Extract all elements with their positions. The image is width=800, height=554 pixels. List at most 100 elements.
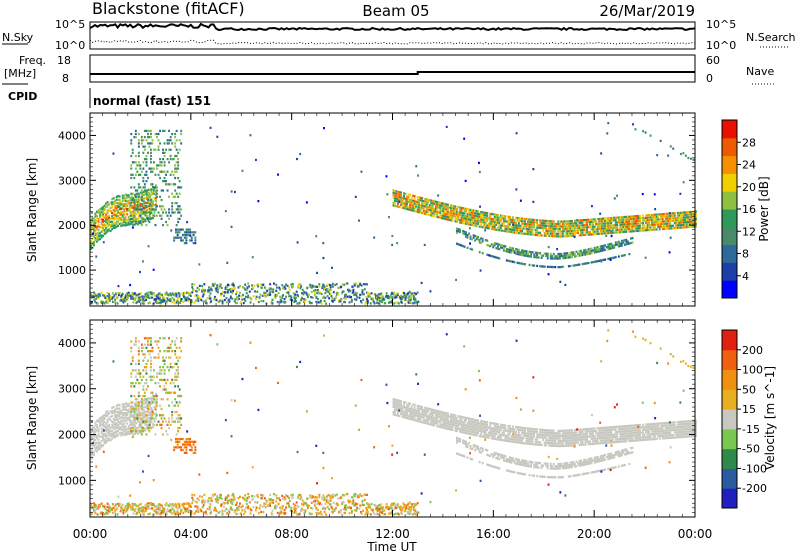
- velocity-cell: [133, 410, 136, 414]
- power-cell: [129, 220, 132, 223]
- velocity-cell: [100, 502, 103, 505]
- power-cell: [189, 231, 192, 234]
- power-cell: [592, 220, 595, 224]
- power-cell: [496, 243, 499, 246]
- velocity-cell: [150, 418, 153, 421]
- power-cell: [670, 224, 673, 227]
- power-cell: [548, 227, 551, 230]
- velocity-cell: [157, 507, 160, 511]
- power-cell: [93, 217, 95, 220]
- power-cell: [211, 283, 214, 286]
- power-cell: [306, 287, 309, 290]
- power-cell: [412, 202, 415, 205]
- velocity-cell: [185, 508, 188, 511]
- power-cell: [493, 242, 496, 245]
- velocity-cell: [241, 509, 244, 512]
- velocity-cell: [143, 382, 146, 385]
- power-cell: [173, 239, 176, 242]
- velocity-cell: [114, 418, 117, 422]
- velocity-cell: [111, 406, 114, 410]
- velocity-cell: [137, 346, 140, 349]
- power-cell: [655, 216, 658, 219]
- power-cell: [472, 214, 475, 217]
- power-cell: [522, 232, 525, 235]
- velocity-cell: [123, 413, 126, 416]
- velocity-cell: [155, 509, 157, 512]
- power-cell: [153, 189, 155, 192]
- velocity-cell: [209, 503, 212, 506]
- power-cell: [409, 208, 412, 211]
- power-cell: [114, 221, 117, 224]
- power-cell: [649, 134, 652, 137]
- power-cell: [601, 245, 604, 248]
- power-cell: [275, 283, 278, 286]
- power-cell: [165, 211, 168, 214]
- power-cell: [599, 220, 602, 223]
- power-cell: [645, 221, 648, 224]
- power-cell: [498, 216, 501, 219]
- power-cell: [114, 209, 117, 213]
- power-cell: [687, 156, 690, 160]
- velocity-cell: [189, 448, 192, 452]
- power-cell: [346, 295, 349, 298]
- power-cell: [688, 225, 691, 229]
- power-cell: [654, 228, 657, 231]
- power-cell: [217, 288, 219, 291]
- power-cell: [252, 295, 255, 298]
- power-cell: [462, 214, 465, 217]
- power-cell: [499, 219, 502, 222]
- power-cell: [248, 290, 251, 293]
- power-cell: [392, 189, 395, 192]
- power-cell: [524, 254, 527, 257]
- power-cell: [385, 175, 388, 178]
- nsearch-tick-top: 10^5: [706, 18, 736, 31]
- power-cell: [178, 211, 181, 214]
- power-cell: [616, 241, 619, 244]
- velocity-cell: [217, 501, 219, 505]
- power-cell: [118, 216, 121, 220]
- power-cell: [383, 298, 386, 301]
- velocity-cell: [109, 506, 112, 509]
- power-cell: [115, 220, 118, 223]
- power-cell: [99, 208, 102, 211]
- velocity-cell: [174, 385, 177, 388]
- velocity-cell: [124, 402, 127, 405]
- power-cell: [551, 232, 554, 235]
- velocity-cell: [114, 436, 117, 439]
- power-cell: [564, 283, 567, 287]
- velocity-cell: [182, 448, 184, 452]
- power-cell: [100, 291, 103, 295]
- power-cell: [574, 253, 576, 256]
- power-cell: [516, 261, 519, 264]
- power-cell: [505, 230, 508, 233]
- power-cell: [248, 285, 251, 288]
- power-cell: [546, 222, 549, 225]
- power-cell: [284, 301, 287, 304]
- power-cell: [137, 161, 140, 164]
- power-cell: [501, 224, 504, 227]
- power-cell: [425, 205, 428, 208]
- power-cell: [598, 227, 601, 231]
- power-cell: [481, 240, 484, 243]
- power-cell: [171, 132, 174, 136]
- velocity-cell: [102, 505, 105, 508]
- power-cell: [105, 300, 108, 303]
- power-cell: [151, 183, 154, 186]
- power-cell: [96, 232, 98, 235]
- power-cell: [176, 228, 179, 231]
- velocity-cell: [139, 417, 142, 420]
- velocity-cell: [141, 412, 144, 415]
- power-cell: [645, 214, 648, 217]
- power-cell: [418, 208, 421, 211]
- velocity-cell: [153, 412, 156, 416]
- power-cell: [661, 225, 664, 228]
- power-cell: [595, 220, 598, 223]
- velocity-cell: [247, 492, 250, 496]
- power-cell: [397, 200, 399, 203]
- power-cell: [219, 285, 222, 288]
- power-cell: [543, 219, 546, 222]
- power-cell: [168, 183, 171, 186]
- power-cell: [451, 204, 454, 207]
- power-cell: [468, 215, 471, 219]
- power-cell: [456, 208, 458, 211]
